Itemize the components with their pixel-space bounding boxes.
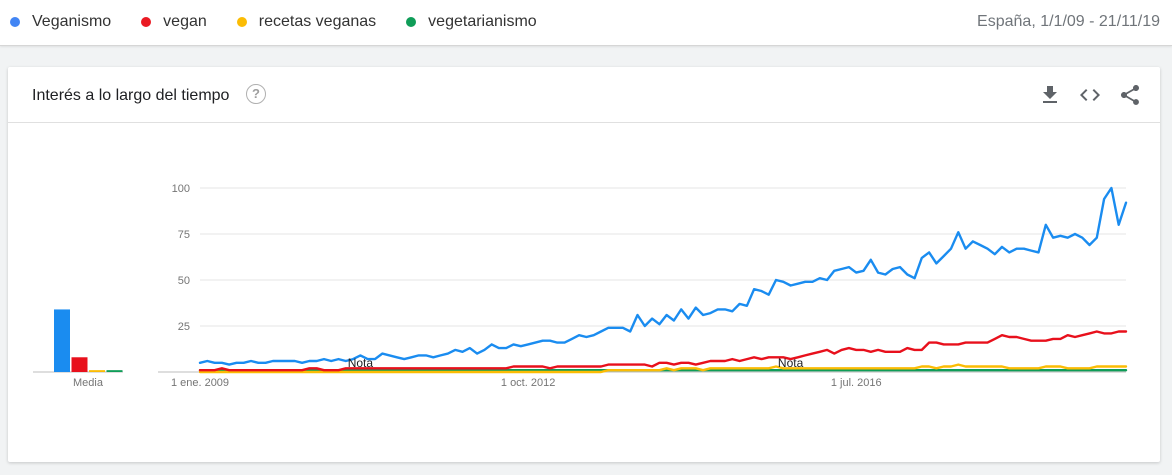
legend-item-recetas-veganas[interactable]: recetas veganas — [236, 13, 377, 31]
x-tick-label: 1 ene. 2009 — [171, 377, 229, 389]
average-label: Media — [73, 377, 104, 389]
legend-dot-vegetarianismo — [406, 17, 417, 27]
legend-label-vegan: vegan — [163, 13, 207, 30]
average-bar-vegan — [71, 357, 88, 372]
series-line-vegan — [198, 330, 1128, 372]
series-line-recetas-veganas — [198, 363, 1128, 374]
series-line-veganismo — [198, 186, 1128, 366]
average-bar-recetas-veganas — [89, 370, 105, 372]
legend-item-vegan[interactable]: vegan — [141, 13, 207, 31]
question-circle-icon[interactable]: ? — [246, 84, 266, 104]
legend-dot-veganismo — [10, 17, 20, 27]
region-date-range[interactable]: España, 1/1/09 - 21/11/19 — [977, 13, 1160, 30]
legend-label-veganismo: Veganismo — [32, 13, 112, 30]
y-tick-label: 25 — [178, 321, 190, 333]
legend-label-vegetarianismo: vegetarianismo — [428, 13, 537, 30]
x-tick-label: 1 oct. 2012 — [501, 377, 555, 389]
card-title: Interés a lo largo del tiempo — [32, 87, 230, 104]
legend: Veganismo vegan recetas veganas vegetari… — [10, 13, 567, 31]
interest-over-time-card: Interés a lo largo del tiempo ? 25 50 75 10… — [8, 67, 1160, 462]
y-tick-label: 50 — [178, 275, 190, 287]
legend-item-veganismo[interactable]: Veganismo — [10, 13, 111, 31]
embed-code-icon[interactable] — [1078, 83, 1102, 107]
share-icon[interactable] — [1118, 83, 1142, 107]
comparison-bar: Veganismo vegan recetas veganas vegetari… — [0, 0, 1172, 46]
download-icon[interactable] — [1038, 83, 1062, 107]
legend-label-recetas-veganas: recetas veganas — [258, 13, 377, 30]
average-bar-veganismo — [54, 309, 70, 372]
legend-dot-recetas-veganas — [236, 17, 247, 27]
x-tick-label: 1 jul. 2016 — [831, 377, 882, 389]
note-label: Nota — [778, 356, 804, 370]
note-label: Nota — [348, 356, 374, 370]
interest-chart[interactable]: 25 50 75 100 1 ene. 2009 1 oct. 2012 1 jul. 20… — [8, 67, 1160, 462]
legend-item-vegetarianismo[interactable]: vegetarianismo — [406, 13, 537, 31]
card-header: Interés a lo largo del tiempo ? — [8, 67, 1160, 123]
average-bar-vegetarianismo — [106, 370, 123, 372]
y-tick-label: 75 — [178, 229, 190, 241]
y-tick-label: 100 — [172, 183, 190, 195]
legend-dot-vegan — [141, 17, 152, 27]
